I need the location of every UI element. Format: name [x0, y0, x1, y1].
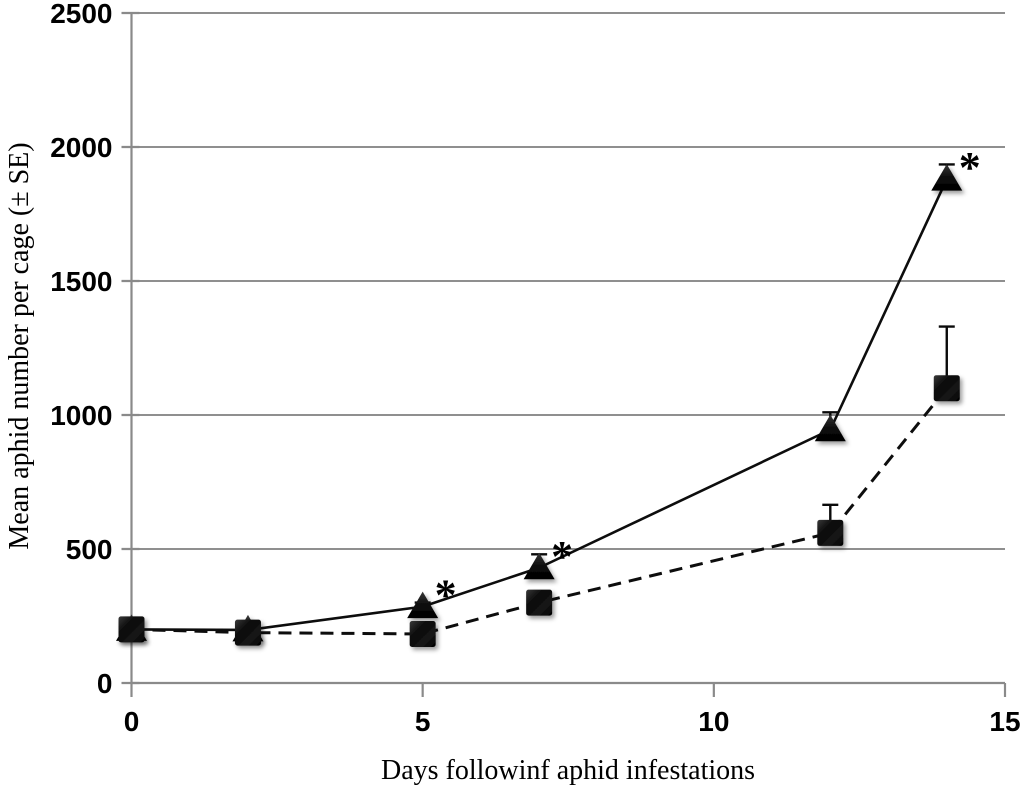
square-marker	[817, 519, 844, 546]
triangle-marker	[407, 591, 439, 619]
triangle-marker	[931, 164, 963, 191]
square-marker	[234, 619, 261, 646]
square-marker	[526, 589, 553, 616]
x-tick-label: 0	[124, 706, 140, 737]
significance-asterisk: *	[959, 143, 981, 192]
gridlines-group	[131, 12, 1005, 550]
x-tick-label: 15	[989, 706, 1020, 737]
square-marker	[409, 620, 436, 647]
x-axis-title: Days followinf aphid infestations	[380, 755, 756, 786]
square-marker	[118, 616, 145, 643]
x-tick-label: 10	[698, 706, 729, 737]
y-tick-label: 0	[97, 668, 113, 699]
y-tick-label: 1000	[50, 400, 112, 431]
series-line-dashed	[131, 387, 948, 636]
y-tick-label: 1500	[50, 266, 112, 297]
y-axis-title: Mean aphid number per cage (± SE)	[4, 142, 35, 550]
square-marker	[933, 375, 960, 402]
y-tick-label: 2000	[50, 132, 112, 163]
data-series-group: * * *	[116, 143, 981, 647]
x-tick-label: 5	[415, 706, 431, 737]
series-line-solid	[131, 178, 948, 632]
tick-labels-group: 0 500 1000 1500 2000 2500 0 5 10 15	[50, 0, 1020, 737]
y-tick-label: 500	[66, 534, 113, 565]
axes-group	[121, 11, 1007, 697]
y-tick-label: 2500	[50, 0, 112, 29]
triangle-marker	[523, 552, 555, 580]
significance-asterisk: *	[551, 532, 573, 581]
significance-asterisk: *	[435, 571, 457, 620]
triangle-marker	[814, 414, 846, 442]
